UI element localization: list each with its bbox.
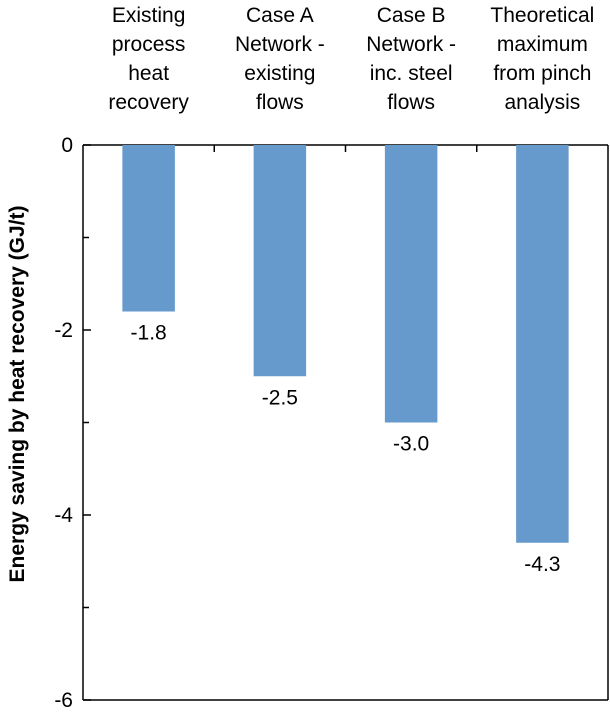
category-label: Existing process heat recovery: [108, 4, 189, 114]
data-labels: -1.8 -2.5 -3.0 -4.3: [131, 322, 561, 576]
y-tick-label: 0: [61, 134, 73, 157]
category-label-line: Theoretical: [490, 4, 594, 27]
category-label-line: recovery: [108, 91, 189, 114]
category-label-line: Existing: [112, 4, 186, 27]
category-label-line: Network -: [235, 33, 325, 56]
category-label: Case A Network - existing flows: [235, 4, 325, 114]
y-tick-label: -2: [54, 319, 73, 342]
data-label: -2.5: [262, 386, 298, 409]
category-label-line: inc. steel: [370, 62, 453, 85]
category-label: Case B Network - inc. steel flows: [366, 4, 456, 114]
bar: [384, 145, 438, 423]
category-label-line: maximum: [497, 33, 588, 56]
bar: [122, 145, 175, 312]
category-label-line: existing: [244, 62, 315, 85]
category-label-line: from pinch: [493, 62, 591, 85]
category-label-line: Network -: [366, 33, 456, 56]
category-label-line: flows: [387, 91, 435, 114]
y-axis-title: Energy saving by heat recovery (GJ/t): [6, 206, 29, 583]
y-tick-label: -6: [54, 689, 73, 712]
data-label: -3.0: [393, 433, 429, 456]
data-label: -1.8: [131, 322, 167, 345]
category-label-line: heat: [128, 62, 169, 85]
y-tick-labels: 0 -2 -4 -6: [54, 134, 73, 712]
bar: [516, 145, 569, 543]
bars: [122, 145, 569, 543]
category-label-line: process: [112, 33, 186, 56]
category-label-line: flows: [256, 91, 304, 114]
category-label-line: analysis: [504, 91, 580, 114]
y-tick-label: -4: [54, 504, 73, 527]
category-labels: Existing process heat recovery Case A Network…: [108, 4, 594, 114]
x-axis-ticks: [213, 145, 478, 152]
data-label: -4.3: [524, 553, 560, 576]
category-label-line: Case A: [246, 4, 314, 27]
category-label: Theoretical maximum from pinch analysis: [490, 4, 594, 114]
category-label-line: Case B: [377, 4, 446, 27]
y-axis-ticks: [83, 144, 91, 701]
bar: [253, 145, 307, 377]
